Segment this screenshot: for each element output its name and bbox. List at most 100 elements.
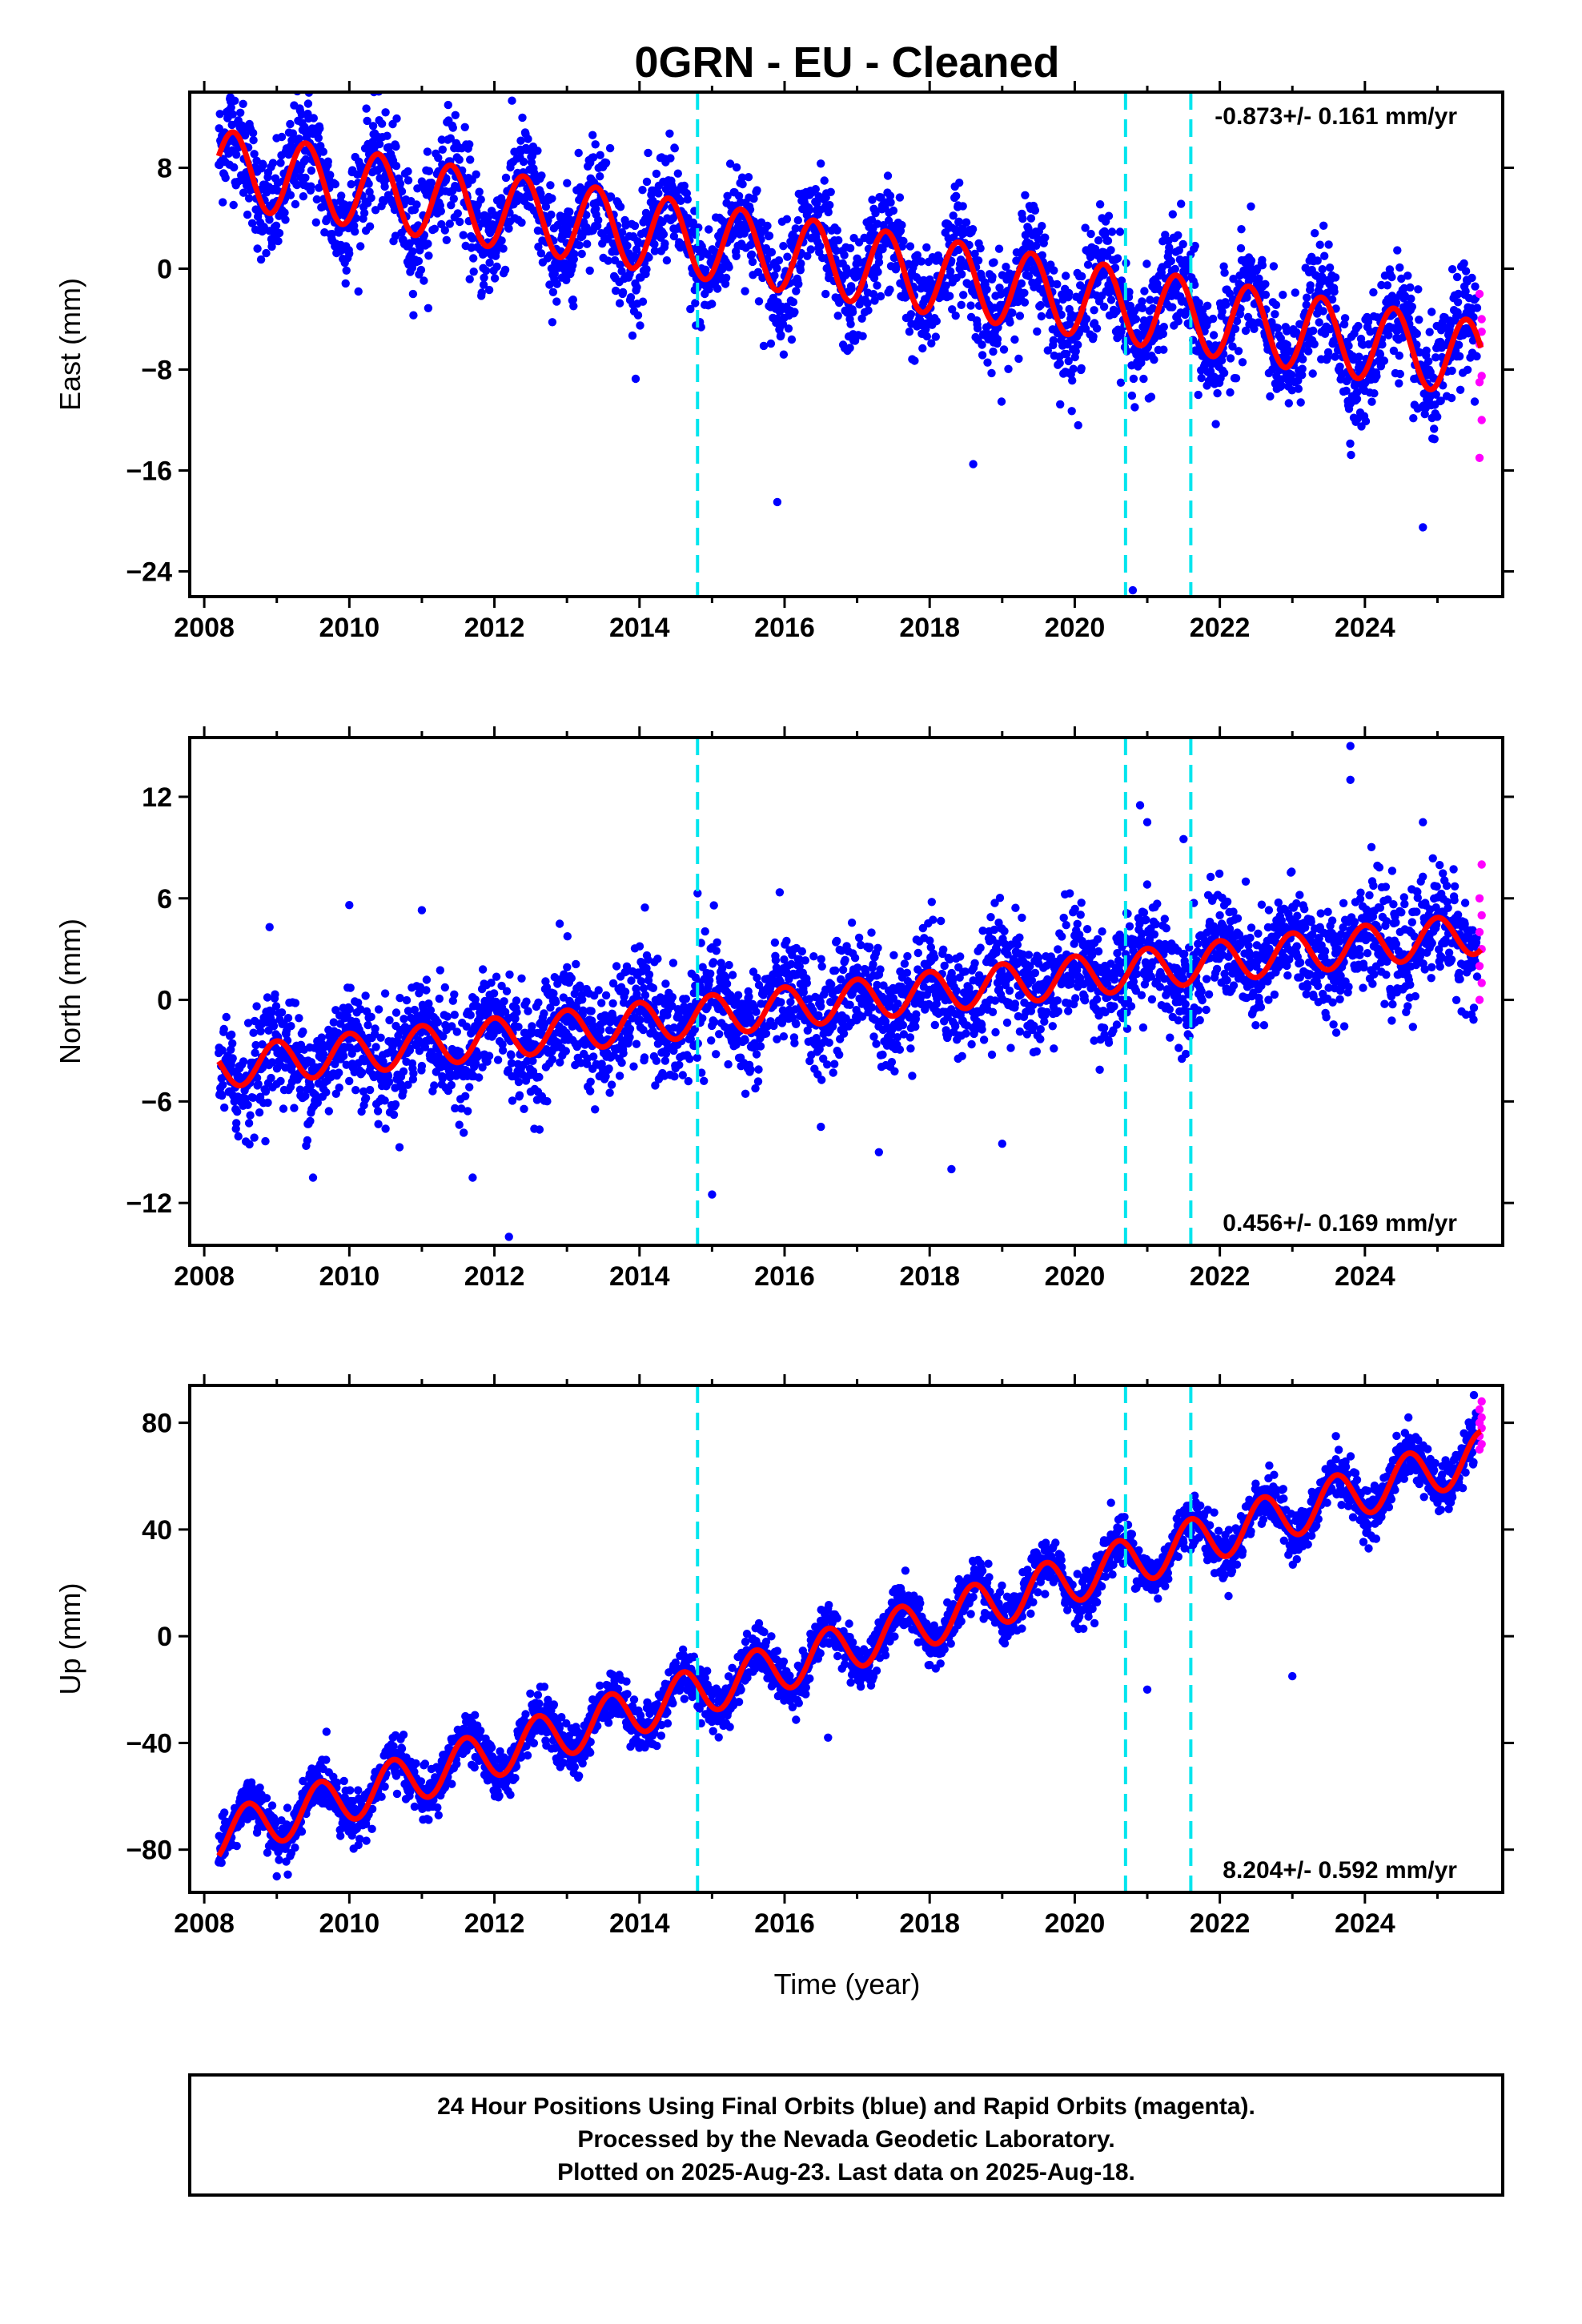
east-final-point (661, 239, 669, 248)
east-final-point (1106, 246, 1115, 255)
east-final-point (1247, 256, 1256, 265)
east-final-point (1095, 200, 1105, 209)
north-final-point (873, 943, 882, 953)
east-final-point (1231, 374, 1241, 383)
east-final-point (840, 251, 849, 259)
east-final-point (1393, 246, 1402, 255)
east-final-point (792, 287, 801, 296)
east-final-point (677, 196, 685, 205)
east-final-point (1024, 271, 1034, 280)
east-final-point (309, 114, 318, 123)
east-final-point (1347, 450, 1355, 460)
north-final-point (271, 1002, 281, 1011)
north-final-point (448, 996, 457, 1005)
east-final-point (517, 218, 526, 227)
east-final-point (1325, 263, 1335, 272)
east-final-point (232, 151, 241, 159)
east-final-point (563, 179, 572, 187)
north-final-point (612, 962, 621, 971)
east-final-point (362, 104, 371, 113)
east-rapid-point (1475, 378, 1484, 387)
east-final-point (442, 235, 451, 244)
north-final-point (329, 1018, 338, 1027)
east-final-point (1159, 345, 1168, 354)
east-final-point (874, 258, 884, 267)
east-final-point (654, 189, 663, 198)
east-final-point (1339, 320, 1349, 329)
north-final-point (617, 1058, 626, 1068)
north-final-point (548, 1055, 557, 1064)
north-final-point (670, 1072, 679, 1081)
east-final-point (469, 254, 478, 263)
north-final-point (345, 1004, 354, 1014)
north-final-point (498, 1046, 508, 1055)
east-final-point (773, 314, 782, 324)
north-final-point (802, 979, 811, 987)
east-final-point (628, 331, 637, 340)
east-final-point (1315, 318, 1323, 327)
east-final-point (472, 170, 480, 179)
east-outlier-point (845, 315, 854, 324)
east-final-point (957, 300, 966, 309)
east-final-point (465, 140, 474, 149)
east-final-point (516, 136, 525, 145)
east-final-point (632, 283, 641, 292)
east-final-point (1174, 231, 1182, 239)
north-final-point (701, 927, 709, 936)
east-x-tick-label: 2014 (609, 613, 670, 643)
north-final-point (261, 1087, 271, 1096)
north-final-point (668, 993, 677, 1002)
east-final-point (1407, 302, 1417, 312)
north-final-point (572, 959, 580, 969)
east-final-point (465, 275, 474, 283)
east-final-point (1298, 371, 1307, 380)
north-plot-area (215, 738, 1486, 1245)
east-final-point (383, 131, 391, 140)
east-final-point (1468, 273, 1476, 283)
north-final-point (405, 1046, 415, 1055)
north-final-point (399, 1067, 408, 1076)
north-final-point (380, 1096, 389, 1105)
east-final-point (337, 191, 346, 200)
east-final-point (1191, 280, 1199, 289)
east-outlier-point (1063, 340, 1072, 349)
north-final-point (426, 1006, 436, 1015)
east-final-point (274, 236, 283, 246)
north-final-point (698, 1014, 707, 1023)
east-final-point (1346, 439, 1355, 448)
east-y-tick-label: −16 (126, 456, 172, 487)
north-final-point (381, 1124, 390, 1133)
east-outlier-point (881, 239, 891, 248)
east-final-point (834, 235, 843, 245)
east-outlier-point (990, 328, 999, 336)
north-final-point (878, 1050, 887, 1059)
north-final-point (228, 1039, 237, 1048)
east-final-point (721, 273, 731, 283)
east-final-point (723, 191, 732, 200)
east-final-point (1407, 294, 1415, 304)
north-final-point (661, 1056, 670, 1065)
north-final-point (712, 947, 721, 955)
north-final-point (371, 1024, 379, 1033)
east-x-tick-label: 2016 (754, 613, 815, 643)
north-final-point (771, 955, 781, 965)
east-final-point (314, 134, 323, 143)
east-final-point (1415, 316, 1423, 324)
east-final-point (1460, 259, 1468, 268)
east-final-point (327, 230, 336, 239)
north-final-point (267, 1058, 277, 1067)
east-final-point (414, 256, 424, 266)
east-final-point (577, 249, 586, 259)
east-final-point (1113, 254, 1122, 263)
east-final-point (871, 209, 880, 218)
north-final-point (841, 955, 849, 965)
east-final-point (434, 153, 443, 163)
north-final-point (640, 991, 650, 999)
north-final-point (363, 1020, 372, 1030)
east-final-point (453, 209, 462, 218)
east-final-point (686, 304, 695, 314)
north-final-point (761, 1029, 771, 1038)
north-final-point (770, 938, 780, 947)
north-final-point (782, 936, 791, 946)
east-final-point (416, 265, 426, 275)
